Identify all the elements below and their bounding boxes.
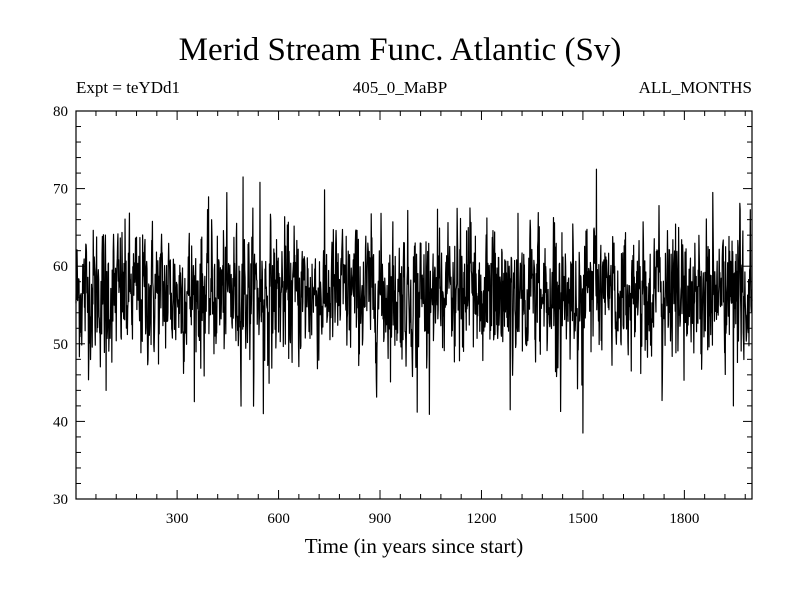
plot-frame xyxy=(75,110,753,500)
x-tick-label: 900 xyxy=(369,511,392,527)
y-tick-label: 40 xyxy=(53,414,68,430)
period-label: 405_0_MaBP xyxy=(352,78,448,97)
x-tick-label: 1200 xyxy=(466,511,496,527)
chart-title: Merid Stream Func. Atlantic (Sv) xyxy=(178,32,622,68)
y-tick-label: 60 xyxy=(53,259,68,275)
x-axis-label: Time (in years since start) xyxy=(305,534,524,558)
x-tick-label: 1500 xyxy=(568,511,598,527)
x-tick-label: 300 xyxy=(166,511,189,527)
y-tick-label: 80 xyxy=(53,104,68,120)
experiment-label: Expt = teYDd1 xyxy=(76,78,181,97)
y-tick-label: 30 xyxy=(53,492,68,508)
x-tick-label: 1800 xyxy=(669,511,699,527)
y-tick-label: 70 xyxy=(53,182,68,198)
series-line xyxy=(75,168,753,434)
y-tick-label: 50 xyxy=(53,337,68,353)
months-label: ALL_MONTHS xyxy=(638,78,752,97)
x-tick-label: 600 xyxy=(267,511,290,527)
